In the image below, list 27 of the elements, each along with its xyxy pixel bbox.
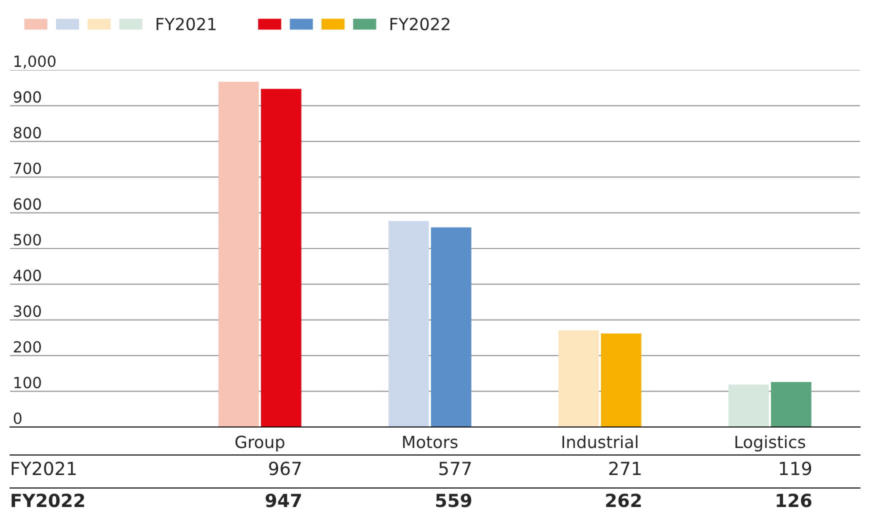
x-tick-label: Motors bbox=[403, 436, 458, 448]
y-tick-label: 0 bbox=[14, 412, 22, 424]
data-label: 271 bbox=[609, 462, 641, 475]
y-tick-label: 900 bbox=[14, 91, 41, 103]
y-tick-label: 100 bbox=[14, 376, 41, 388]
y-tick-label: 700 bbox=[14, 162, 41, 174]
y-tick-label: 500 bbox=[14, 234, 41, 246]
y-tick-label: 400 bbox=[14, 270, 41, 282]
y-tick-label: 1,000 bbox=[14, 55, 56, 69]
y-tick-label: 300 bbox=[14, 305, 41, 317]
data-label: 577 bbox=[439, 462, 471, 476]
y-tick-label: 200 bbox=[14, 341, 41, 353]
text: FY2022 bbox=[12, 494, 84, 508]
data-label: 967 bbox=[269, 462, 301, 476]
legend-label: FY2021 bbox=[156, 18, 216, 30]
data-label: 119 bbox=[780, 462, 812, 476]
text: FY2021 bbox=[12, 462, 76, 476]
data-label: 559 bbox=[436, 494, 472, 508]
x-tick-label: Group bbox=[235, 436, 284, 452]
legend-label: FY2022 bbox=[390, 18, 450, 30]
y-tick-label: 800 bbox=[14, 126, 41, 138]
data-label: 262 bbox=[606, 494, 641, 508]
x-tick-label: Logistics bbox=[735, 435, 806, 452]
data-label: 947 bbox=[266, 494, 301, 508]
data-label: 126 bbox=[776, 494, 812, 508]
x-tick-label: Industrial bbox=[562, 435, 638, 448]
y-tick-label: 600 bbox=[14, 198, 41, 210]
